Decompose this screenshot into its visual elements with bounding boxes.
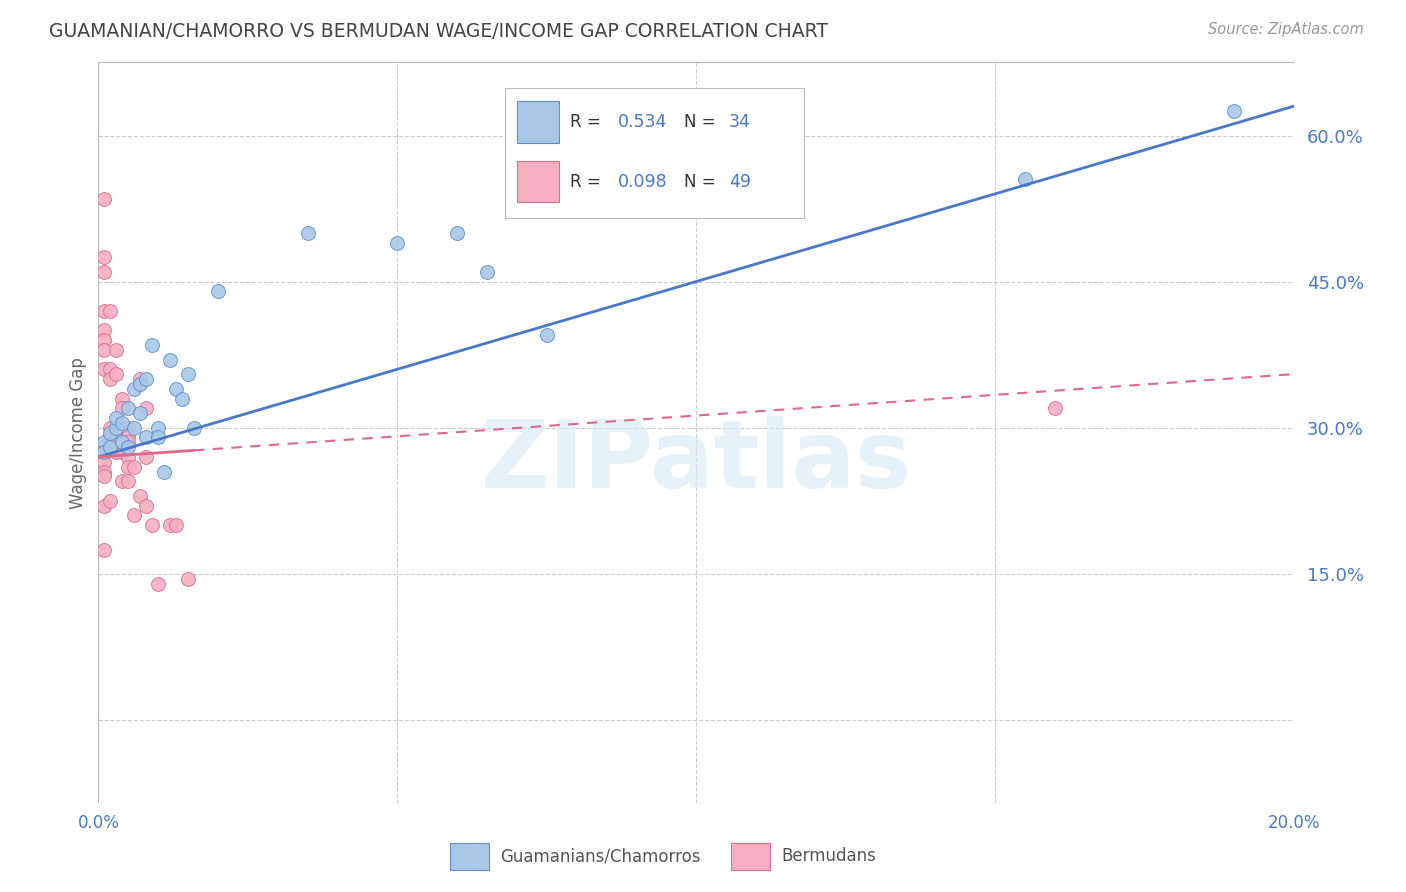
- Point: [93, 440, 115, 454]
- Point: [93, 499, 115, 513]
- Point: [141, 518, 163, 533]
- Point: [93, 445, 115, 459]
- Text: 0.0%: 0.0%: [77, 814, 120, 832]
- Point: [111, 401, 134, 416]
- Point: [93, 542, 115, 557]
- Point: [105, 421, 128, 435]
- Point: [117, 435, 139, 450]
- Point: [98, 362, 122, 376]
- Point: [111, 435, 134, 450]
- Point: [148, 421, 170, 435]
- Point: [93, 192, 115, 206]
- Point: [135, 430, 157, 444]
- Point: [135, 450, 157, 464]
- Point: [1223, 104, 1246, 119]
- Point: [124, 382, 146, 396]
- Point: [111, 445, 134, 459]
- Point: [98, 372, 122, 386]
- Text: Bermudans: Bermudans: [782, 847, 876, 865]
- Point: [172, 392, 194, 406]
- Point: [207, 285, 229, 299]
- Point: [745, 168, 768, 182]
- Point: [111, 392, 134, 406]
- Point: [93, 469, 115, 483]
- Point: [117, 421, 139, 435]
- Point: [98, 440, 122, 454]
- Text: ZIPatlas: ZIPatlas: [481, 417, 911, 508]
- Point: [536, 328, 558, 343]
- Point: [111, 416, 134, 430]
- Point: [117, 430, 139, 444]
- Point: [93, 265, 115, 279]
- Point: [129, 372, 152, 386]
- Point: [93, 250, 115, 264]
- Point: [93, 465, 115, 479]
- Point: [446, 226, 468, 240]
- Point: [159, 352, 181, 367]
- Point: [153, 465, 176, 479]
- Point: [117, 401, 139, 416]
- Point: [93, 455, 115, 469]
- Point: [98, 303, 122, 318]
- Point: [148, 430, 170, 444]
- Point: [129, 489, 152, 503]
- FancyBboxPatch shape: [731, 843, 770, 870]
- Point: [111, 475, 134, 489]
- Point: [105, 445, 128, 459]
- Point: [98, 430, 122, 444]
- Point: [93, 323, 115, 337]
- Point: [475, 265, 498, 279]
- Point: [141, 338, 163, 352]
- Text: Source: ZipAtlas.com: Source: ZipAtlas.com: [1208, 22, 1364, 37]
- Point: [105, 411, 128, 425]
- Point: [129, 376, 152, 391]
- Point: [117, 459, 139, 474]
- Point: [98, 425, 122, 440]
- Point: [183, 421, 205, 435]
- Point: [135, 401, 157, 416]
- Point: [93, 303, 115, 318]
- Point: [124, 421, 146, 435]
- Point: [297, 226, 319, 240]
- Point: [165, 518, 187, 533]
- Text: GUAMANIAN/CHAMORRO VS BERMUDAN WAGE/INCOME GAP CORRELATION CHART: GUAMANIAN/CHAMORRO VS BERMUDAN WAGE/INCO…: [49, 22, 828, 41]
- Point: [177, 572, 200, 586]
- Point: [105, 367, 128, 381]
- Text: 20.0%: 20.0%: [1267, 814, 1320, 832]
- Point: [1043, 401, 1066, 416]
- Point: [105, 343, 128, 357]
- Point: [129, 406, 152, 420]
- Point: [135, 499, 157, 513]
- Point: [135, 372, 157, 386]
- Point: [93, 333, 115, 347]
- Point: [93, 343, 115, 357]
- Point: [124, 508, 146, 523]
- Point: [117, 440, 139, 454]
- FancyBboxPatch shape: [450, 843, 489, 870]
- Point: [177, 367, 200, 381]
- Point: [165, 382, 187, 396]
- Point: [159, 518, 181, 533]
- Point: [98, 493, 122, 508]
- Point: [117, 450, 139, 464]
- Point: [93, 435, 115, 450]
- Point: [1014, 172, 1036, 186]
- Point: [148, 576, 170, 591]
- Point: [385, 235, 409, 250]
- Y-axis label: Wage/Income Gap: Wage/Income Gap: [69, 357, 87, 508]
- Point: [117, 425, 139, 440]
- Point: [98, 421, 122, 435]
- Point: [117, 475, 139, 489]
- Point: [93, 445, 115, 459]
- Point: [93, 362, 115, 376]
- Point: [105, 425, 128, 440]
- Point: [124, 459, 146, 474]
- Text: Guamanians/Chamorros: Guamanians/Chamorros: [501, 847, 702, 865]
